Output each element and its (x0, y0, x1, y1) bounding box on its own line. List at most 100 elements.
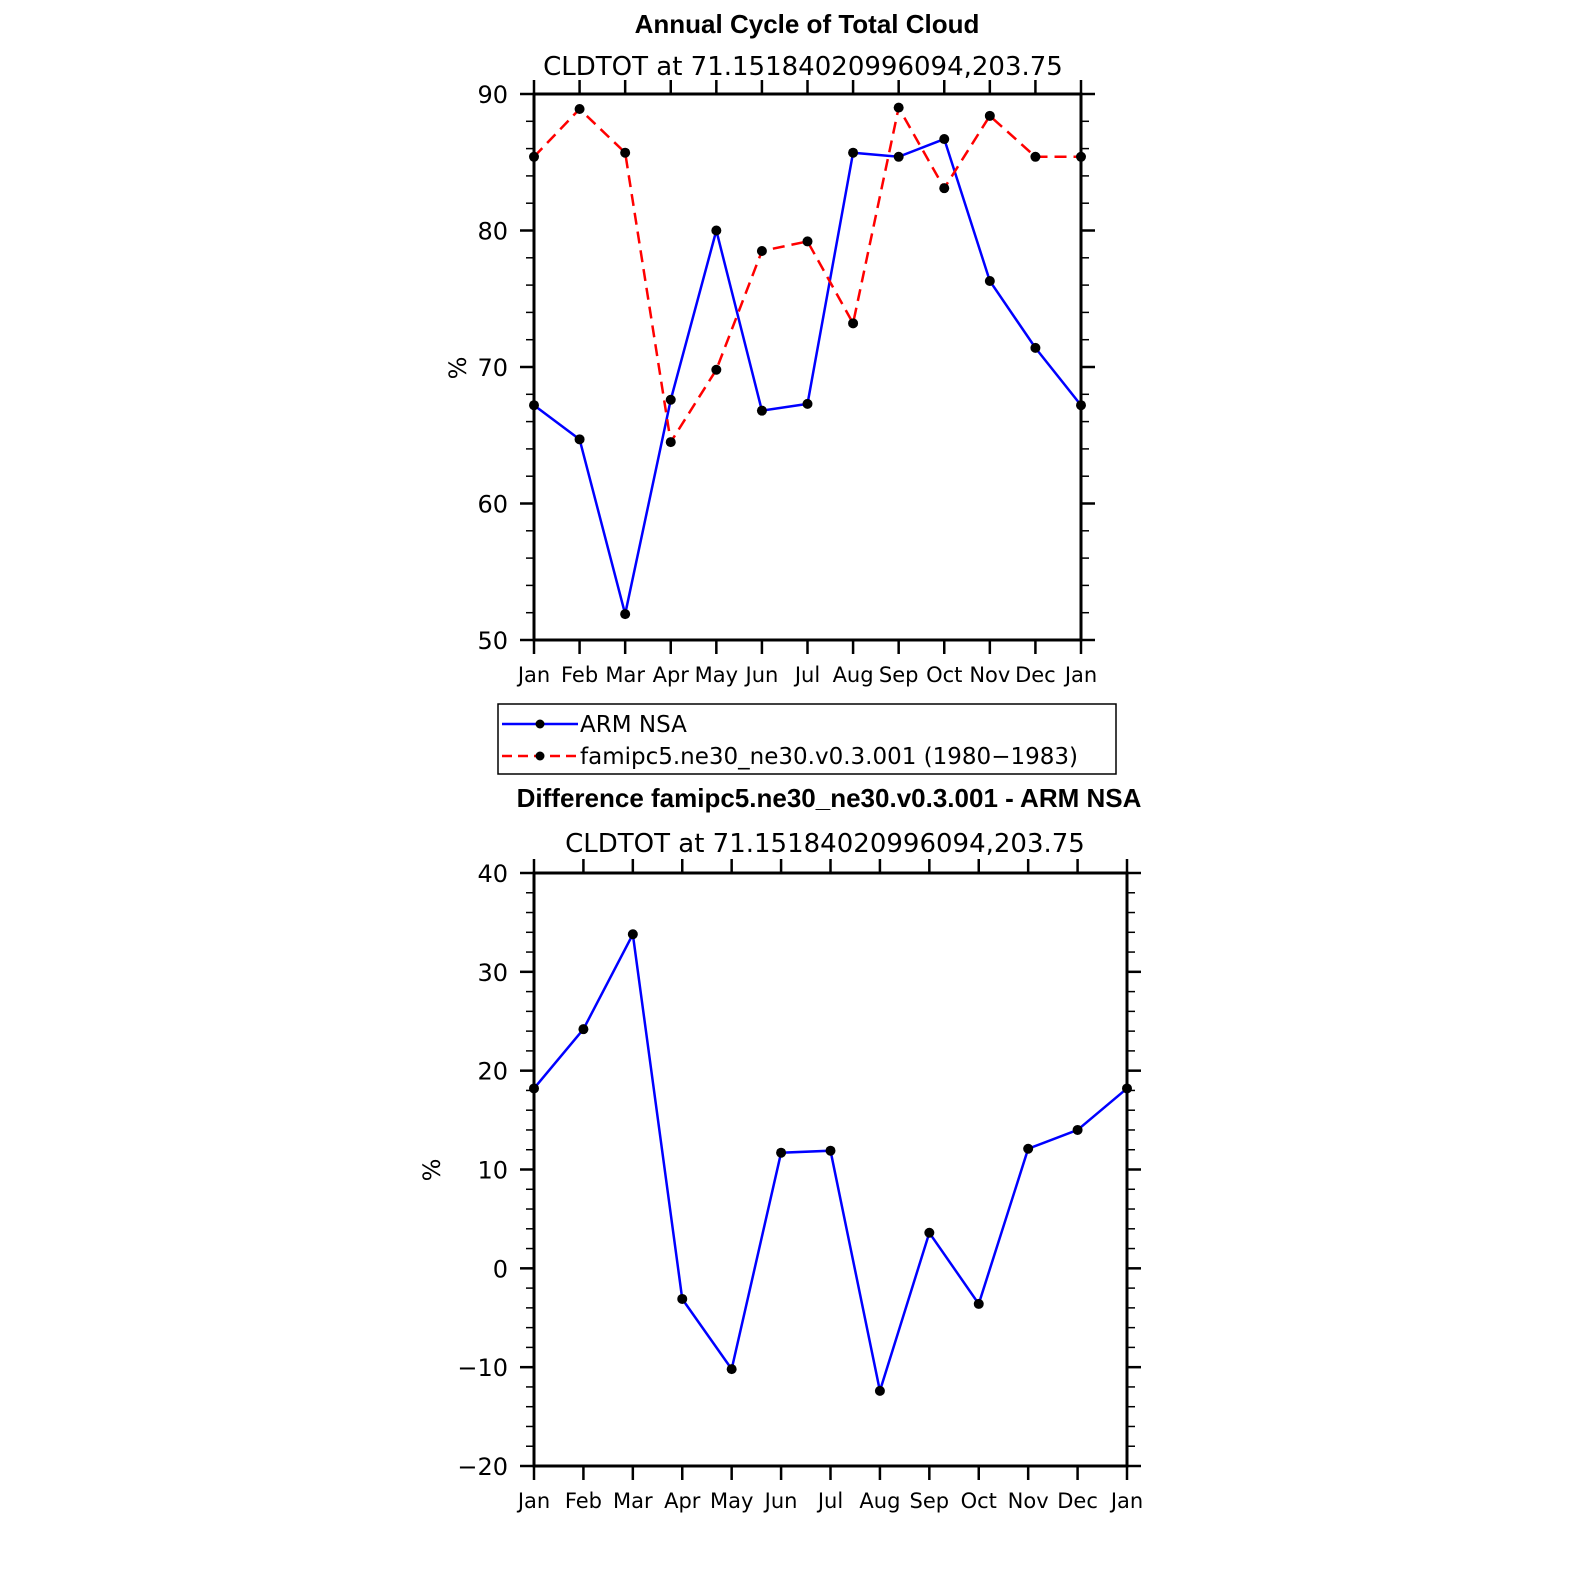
plot-frame (532, 92, 1083, 642)
data-point (776, 1147, 787, 1158)
data-point (756, 245, 767, 256)
x-tick-label: Nov (1008, 1489, 1049, 1513)
x-tick-label: Jul (816, 1489, 843, 1513)
data-point (848, 147, 859, 158)
data-point (939, 134, 950, 145)
y-tick-label: −20 (457, 1453, 508, 1481)
chart-subtitle: CLDTOT at 71.15184020996094,203.75 (543, 52, 1063, 82)
data-point (802, 236, 813, 247)
data-point (529, 151, 539, 162)
x-tick-label: Oct (926, 663, 962, 687)
data-point (665, 394, 676, 405)
x-tick-label: Feb (565, 1489, 602, 1513)
data-point (1076, 151, 1086, 162)
x-tick-label: Dec (1015, 663, 1056, 687)
x-tick-label: Sep (910, 1489, 950, 1513)
data-point (529, 1083, 539, 1094)
data-point (802, 398, 813, 409)
x-tick-label: Jan (516, 1489, 550, 1513)
x-tick-label: Aug (833, 663, 874, 687)
data-point (1072, 1124, 1083, 1135)
y-tick-label: −10 (457, 1354, 508, 1382)
series-line-2 (533, 104, 1081, 446)
y-axis-label: % (444, 357, 472, 380)
legend: ARM NSA famipc5.ne30_ne30.v0.3.001 (1980… (497, 703, 1117, 775)
axes-group: −20 −10 0 10 20 30 40 Jan Feb Mar Apr May Jun Jul Aug S… (457, 859, 1143, 1513)
x-tick-label: Aug (859, 1489, 900, 1513)
x-tick-label: Jun (744, 663, 779, 687)
x-tick-label: Feb (561, 663, 598, 687)
x-tick-label: May (695, 663, 738, 687)
data-point (1030, 342, 1041, 353)
data-point (620, 609, 631, 620)
x-tick-label: Jan (1063, 663, 1097, 687)
data-point (711, 225, 722, 236)
x-tick-label: Nov (969, 663, 1010, 687)
x-tick-label: Apr (664, 1489, 701, 1513)
data-point (620, 147, 631, 158)
series-group (529, 929, 1132, 1396)
legend-entry-model: famipc5.ne30_ne30.v0.3.001 (1980−1983) (580, 744, 1078, 770)
series-line-1 (533, 137, 1082, 615)
chart-title: Difference famipc5.ne30_ne30.v0.3.001 - … (517, 783, 1142, 813)
legend-marker-model (535, 751, 545, 761)
x-tick-label: Dec (1057, 1489, 1098, 1513)
series-group (529, 102, 1086, 620)
y-tick-label: 50 (477, 627, 508, 655)
x-tick-label: Jan (516, 663, 550, 687)
y-tick-label: 90 (477, 81, 508, 109)
data-point (677, 1293, 688, 1304)
annual-cycle-panel: Annual Cycle of Total Cloud CLDTOT at 71… (444, 9, 1117, 775)
data-point (984, 276, 995, 287)
y-tick-label: 0 (493, 1255, 508, 1283)
plot-frame (532, 871, 1129, 1468)
data-point (924, 1227, 935, 1238)
data-point (984, 110, 995, 121)
series-line-1 (533, 930, 1128, 1396)
data-point (874, 1385, 885, 1396)
data-point (1030, 151, 1041, 162)
data-point (665, 437, 676, 448)
y-tick-label: 60 (477, 491, 508, 519)
x-tick-label: Mar (613, 1489, 653, 1513)
x-tick-label: Apr (653, 663, 690, 687)
data-point (893, 151, 904, 162)
x-tick-label: Jan (1109, 1489, 1143, 1513)
y-tick-label: 80 (477, 218, 508, 246)
data-point (1076, 400, 1086, 411)
chart-title: Annual Cycle of Total Cloud (635, 9, 980, 39)
data-point (939, 183, 950, 194)
y-tick-label: 30 (477, 959, 508, 987)
x-tick-label: Oct (961, 1489, 997, 1513)
data-point (529, 400, 539, 411)
x-tick-label: May (710, 1489, 753, 1513)
y-tick-label: 70 (477, 354, 508, 382)
x-tick-label: Jun (763, 1489, 798, 1513)
legend-marker-arm-nsa (535, 719, 545, 729)
data-point (825, 1145, 836, 1156)
y-tick-label: 10 (477, 1157, 508, 1185)
x-tick-label: Jul (793, 663, 820, 687)
x-tick-label: Sep (879, 663, 919, 687)
data-point (973, 1298, 984, 1309)
data-point (1023, 1143, 1034, 1154)
data-point (711, 364, 722, 375)
legend-box (497, 703, 1117, 775)
data-point (893, 102, 904, 113)
x-tick-label: Mar (605, 663, 645, 687)
data-point (756, 405, 767, 416)
data-point (574, 104, 585, 115)
y-tick-label: 40 (477, 860, 508, 888)
y-tick-label: 20 (477, 1058, 508, 1086)
difference-panel: Difference famipc5.ne30_ne30.v0.3.001 - … (418, 783, 1143, 1513)
legend-entry-arm-nsa: ARM NSA (580, 712, 687, 738)
data-point (726, 1364, 737, 1375)
y-axis-label: % (418, 1159, 446, 1182)
data-point (578, 1024, 589, 1035)
axes-group: 50 60 70 80 90 Jan Feb Mar Apr May Jun Jul Aug Sep Oct… (477, 80, 1097, 687)
data-point (627, 929, 638, 940)
data-point (848, 318, 859, 329)
data-point (1122, 1083, 1132, 1094)
chart-subtitle: CLDTOT at 71.15184020996094,203.75 (565, 829, 1085, 859)
